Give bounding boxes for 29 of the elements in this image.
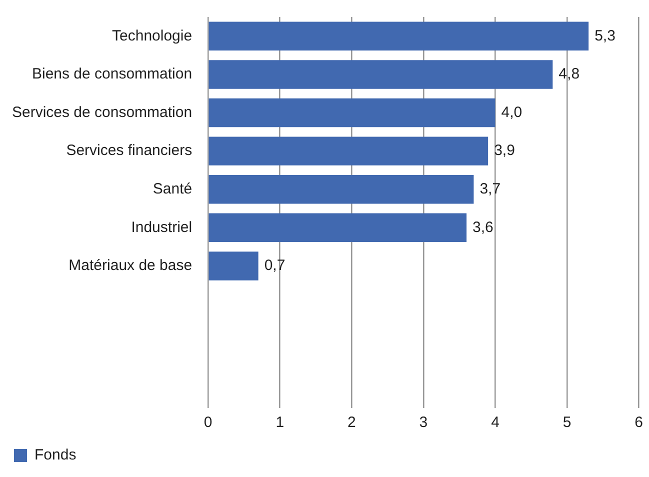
legend-label: Fonds [34, 446, 76, 464]
x-tick-label: 2 [347, 414, 356, 432]
x-tick-label: 0 [204, 414, 212, 432]
y-tick-label: Santé [152, 180, 192, 198]
x-tick-label: 3 [419, 414, 428, 432]
data-label: 4,0 [501, 104, 522, 121]
bar [208, 213, 467, 242]
y-tick-label: Services de consommation [12, 104, 192, 121]
bar [208, 174, 474, 204]
data-label: 3,7 [480, 180, 501, 198]
y-tick-label: Industriel [131, 218, 192, 236]
bar [208, 60, 553, 89]
y-tick-label: Biens de consommation [32, 66, 192, 83]
y-tick-label: Technologie [112, 27, 192, 44]
y-tick-label: Matériaux de base [68, 257, 192, 274]
x-tick-label: 1 [276, 414, 284, 432]
bar [208, 22, 589, 51]
data-label: 4,8 [558, 66, 580, 83]
data-label: 0,7 [264, 257, 286, 274]
data-label: 3,6 [472, 218, 494, 236]
data-label: 3,9 [494, 142, 515, 160]
y-tick-label: Services financiers [66, 142, 192, 160]
bar [208, 98, 496, 128]
x-tick-label: 4 [491, 414, 500, 432]
x-tick-label: 5 [562, 414, 572, 432]
bar [208, 252, 258, 280]
data-label: 5,3 [594, 27, 616, 44]
bar [208, 136, 488, 166]
x-tick-label: 6 [634, 414, 643, 432]
